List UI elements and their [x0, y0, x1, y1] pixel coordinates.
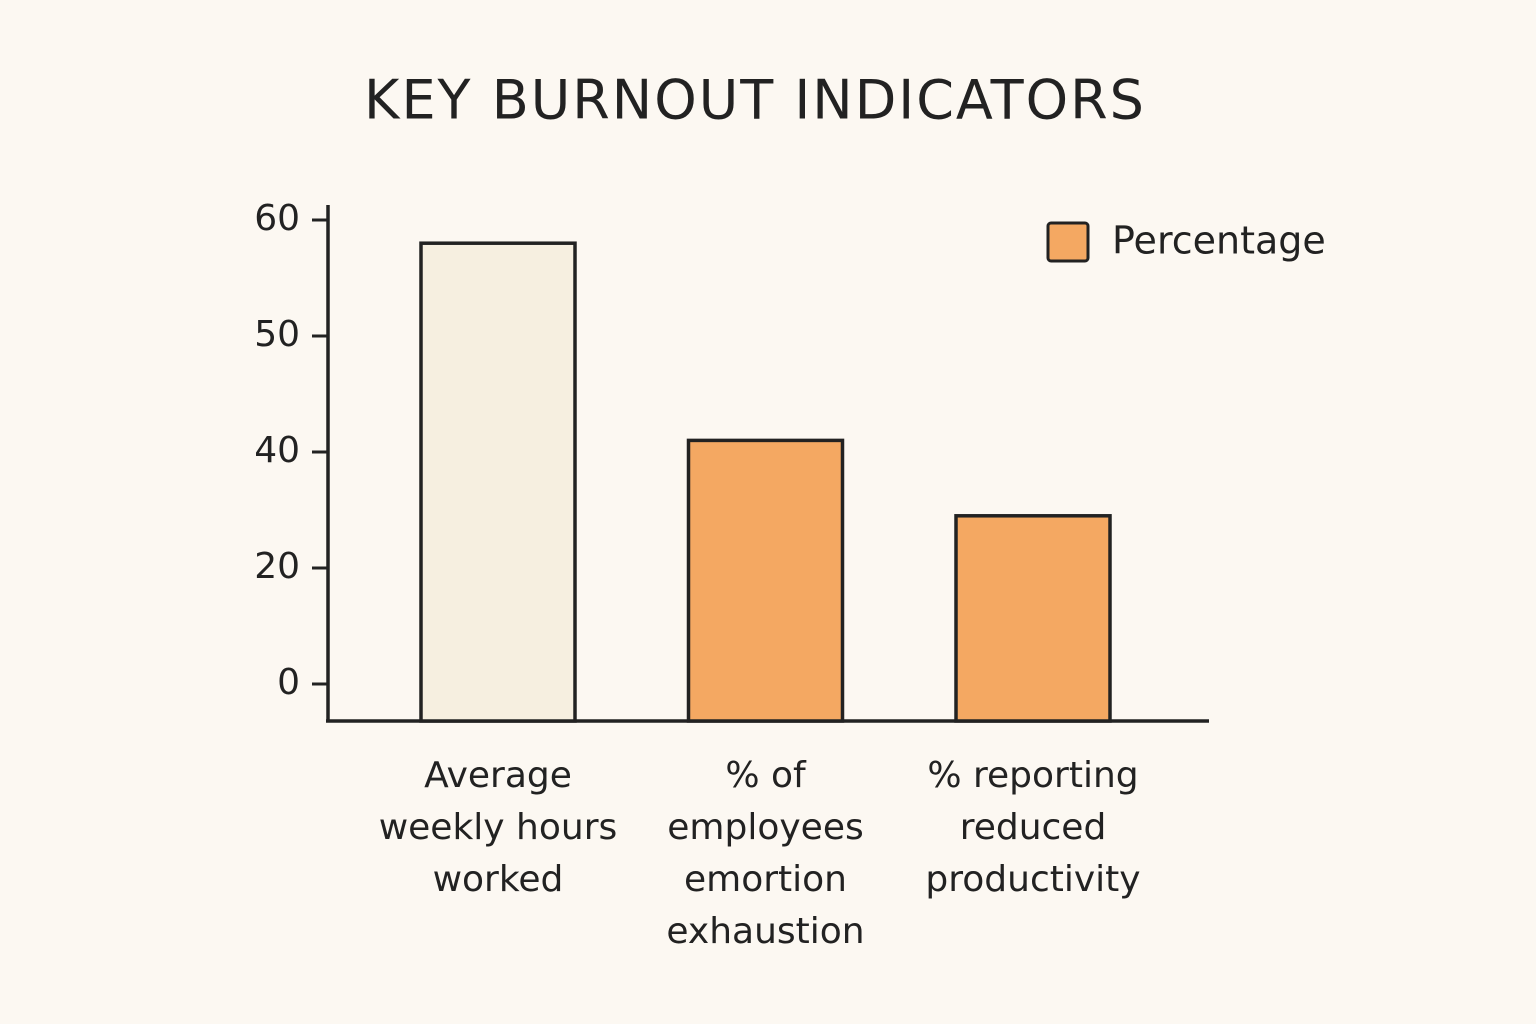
x-tick-label: reduced — [960, 807, 1107, 848]
y-tick-label: 50 — [254, 314, 300, 355]
x-tick-label: worked — [433, 859, 564, 900]
bar — [954, 514, 1112, 723]
bar — [686, 438, 845, 723]
y-tick-label: 0 — [277, 662, 300, 703]
legend-label: Percentage — [1112, 219, 1326, 263]
x-tick-label: productivity — [925, 859, 1140, 900]
x-tick-label: emortion — [684, 859, 847, 900]
bar — [419, 241, 577, 723]
x-tick-label: % of — [725, 755, 807, 796]
x-tick-label: % reporting — [927, 755, 1138, 796]
x-tick-label: exhaustion — [666, 911, 864, 952]
y-tick-label: 60 — [254, 198, 300, 239]
chart-title: KEY BURNOUT INDICATORS — [364, 69, 1146, 132]
y-tick-label: 40 — [254, 430, 300, 471]
y-tick-label: 20 — [254, 546, 300, 587]
x-tick-label: weekly hours — [379, 807, 618, 848]
legend-swatch — [1046, 221, 1090, 263]
x-tick-label: employees — [667, 807, 863, 848]
x-tick-label: Average — [424, 755, 572, 796]
